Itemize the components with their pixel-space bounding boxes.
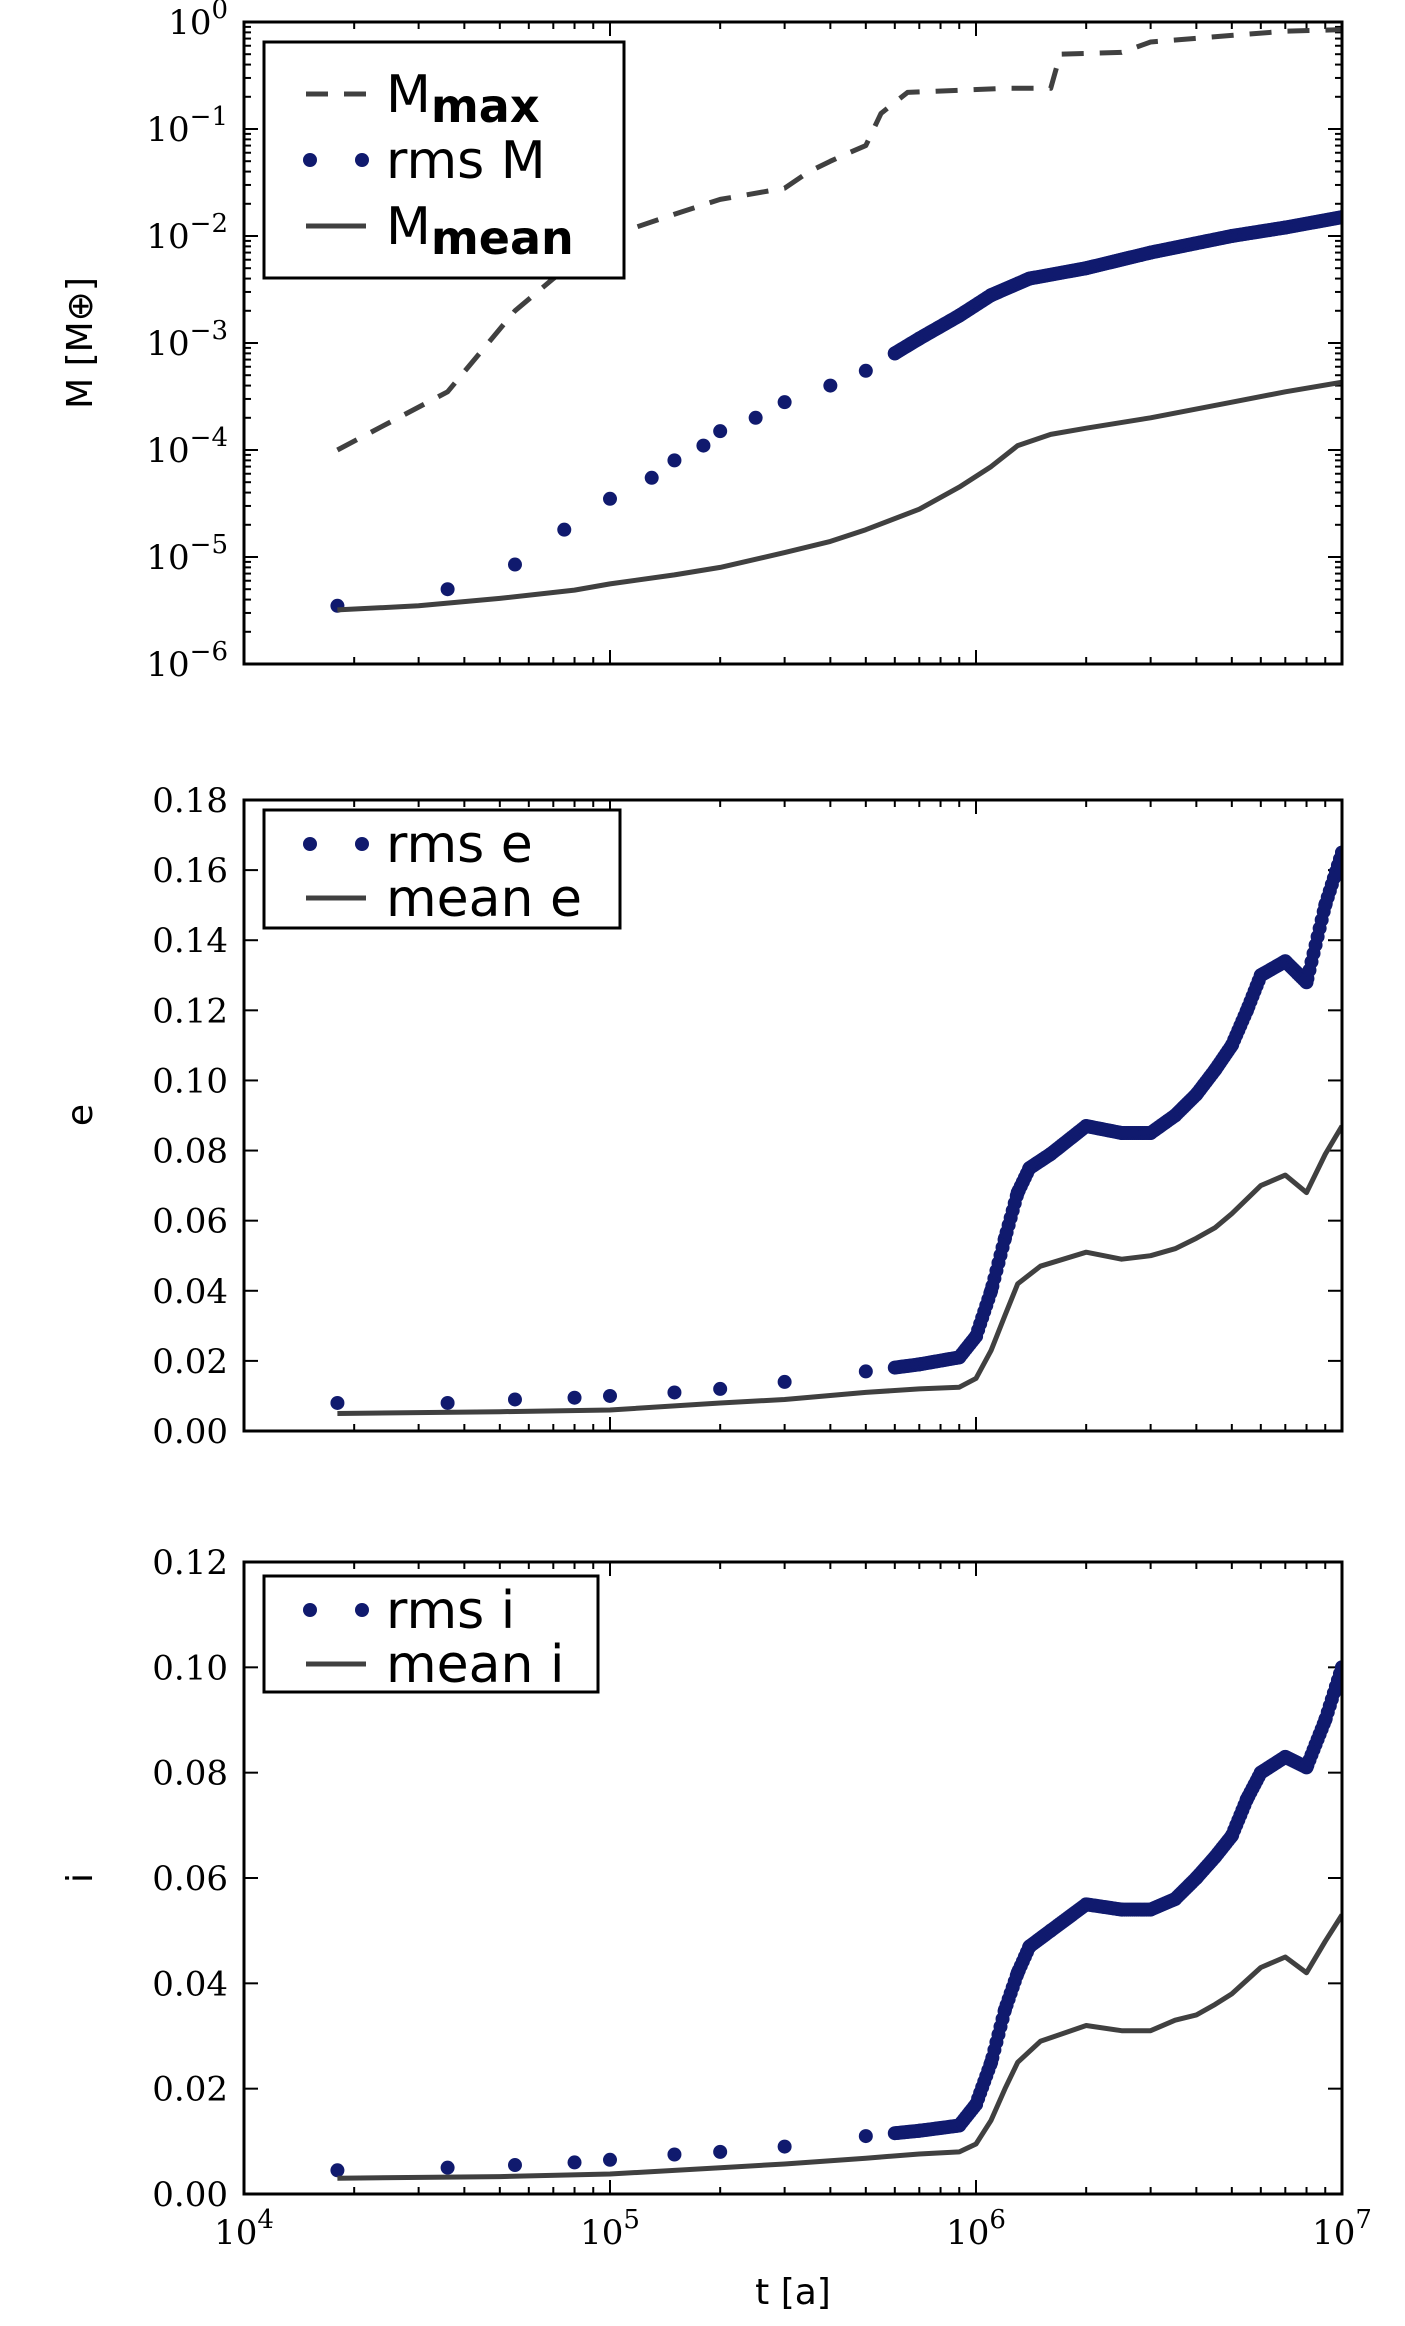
y-tick-label: 0.06 (152, 1202, 228, 1242)
series-layer (330, 1660, 1342, 2181)
plot-frame (242, 20, 1344, 666)
y-tick-label: 0.14 (152, 921, 228, 961)
x-tick-label: 106 (946, 2205, 1006, 2253)
data-point (696, 438, 711, 453)
data-point (667, 2147, 682, 2162)
data-point (603, 2152, 617, 2167)
y-axis-label: i (60, 1873, 101, 1883)
data-point (1335, 845, 1342, 860)
legend-label: Mmean (386, 197, 574, 265)
y-tick-label: 10−1 (146, 102, 228, 150)
y-tick-label: 0.12 (152, 991, 228, 1031)
data-point (603, 1388, 617, 1403)
y-tick-label: 0.02 (152, 1342, 228, 1382)
data-point (330, 2163, 345, 2178)
x-tick-label: 107 (1312, 2205, 1372, 2253)
y-tick-label: 0.00 (152, 1412, 228, 1452)
series-line (337, 1913, 1342, 2181)
data-point (567, 1390, 582, 1405)
y-tick-label: 0.08 (152, 1132, 228, 1172)
legend-label: mean i (386, 1635, 564, 1695)
data-point (777, 2139, 792, 2154)
y-tick-label: 0.04 (152, 1272, 228, 1312)
y-axis-label: e (60, 1104, 101, 1126)
mass-panel: 10−6 10−5 10−4 10−3 10−2 10−1 100 M [M⊕] Mmaxrms… (60, 0, 1344, 685)
inclination-panel: 0.00 0.02 0.04 0.06 0.08 0.10 0.12 104 105 106 107… (60, 1543, 1372, 2313)
data-point (330, 1395, 345, 1410)
x-axis-label: t [a] (755, 2272, 831, 2313)
data-point (713, 1381, 728, 1396)
legend-label: rms i (386, 1581, 515, 1641)
data-point (823, 378, 838, 393)
y-tick-label: 0.18 (152, 781, 228, 821)
legend-marker (303, 1603, 317, 1617)
data-point (440, 582, 455, 597)
y-tick-label: 0.04 (152, 1964, 228, 2004)
data-point (567, 2155, 582, 2170)
data-point (1335, 210, 1342, 225)
data-point (858, 1364, 873, 1379)
y-tick-label: 0.06 (152, 1859, 228, 1899)
x-tick-label: 104 (214, 2205, 274, 2253)
plot-frame (242, 1560, 1344, 2196)
legend-marker (303, 153, 317, 167)
legend-marker (355, 153, 369, 167)
y-tick-label: 0.00 (152, 2175, 228, 2215)
series-line (337, 1124, 1342, 1416)
data-point (777, 395, 792, 410)
y-tick-label: 100 (168, 0, 228, 43)
data-point (507, 1392, 522, 1407)
data-point (858, 2129, 873, 2144)
series-layer (330, 27, 1342, 613)
data-point (777, 1374, 792, 1389)
data-point (1335, 1660, 1342, 1675)
y-tick-label: 0.10 (152, 1648, 228, 1688)
data-point (557, 522, 572, 537)
legend-box (262, 808, 622, 930)
y-tick-label: 0.08 (152, 1754, 228, 1794)
y-tick-label: 10−6 (146, 637, 228, 685)
data-point (440, 1395, 455, 1410)
y-tick-label: 10−4 (146, 423, 228, 471)
eccentricity-panel: 0.00 0.02 0.04 0.06 0.08 0.10 0.12 0.14 0.16 0.18… (60, 781, 1344, 1452)
legend-label: rms e (386, 815, 533, 875)
data-point (603, 491, 617, 506)
series-layer (330, 845, 1342, 1416)
data-point (858, 363, 873, 378)
data-point (713, 2144, 728, 2159)
data-point (507, 2158, 522, 2173)
y-tick-label: 10−2 (146, 209, 228, 257)
y-tick-label: 0.02 (152, 2070, 228, 2110)
data-point (644, 470, 659, 485)
data-point (667, 453, 682, 468)
series-line (336, 27, 1342, 453)
legend-marker (355, 837, 369, 851)
legend-label: mean e (386, 869, 582, 929)
data-point (667, 1385, 682, 1400)
series-line (337, 379, 1342, 613)
legend-box (262, 1574, 600, 1694)
y-tick-label: 0.12 (152, 1543, 228, 1583)
legend-marker (355, 1603, 369, 1617)
data-point (713, 424, 728, 439)
data-point (507, 557, 522, 572)
legend-label: rms M (386, 131, 546, 191)
x-tick-label: 105 (580, 2205, 640, 2253)
y-axis-label: M [M⊕] (60, 277, 101, 409)
legend-box (262, 40, 626, 280)
y-tick-label: 10−5 (146, 530, 228, 578)
data-point (440, 2160, 455, 2175)
y-tick-label: 10−3 (146, 316, 228, 364)
data-point (748, 410, 763, 425)
y-tick-label: 0.10 (152, 1061, 228, 1101)
legend-marker (303, 837, 317, 851)
plot-frame (242, 798, 1344, 1433)
legend-label: Mmax (386, 65, 540, 133)
y-tick-label: 0.16 (152, 851, 228, 891)
